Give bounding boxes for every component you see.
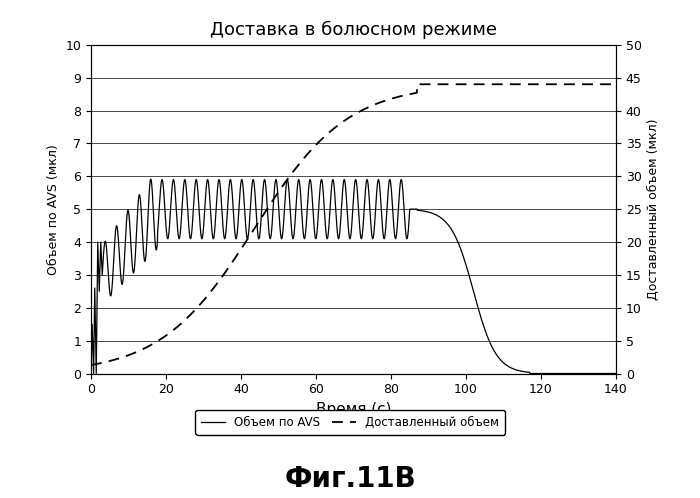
Title: Доставка в болюсном режиме: Доставка в болюсном режиме — [210, 21, 497, 39]
Доставленный объем — [299, 156, 307, 162]
Объем по AVS — [385, 180, 393, 186]
Доставленный объем — [506, 81, 514, 87]
Доставленный объем — [413, 81, 421, 87]
Y-axis label: Объем по AVS (мкл): Объем по AVS (мкл) — [47, 144, 60, 274]
Объем по AVS — [360, 203, 369, 209]
Legend: Объем по AVS, Доставленный объем: Объем по AVS, Доставленный объем — [195, 410, 505, 435]
Объем по AVS — [209, 235, 218, 241]
Доставленный объем — [497, 81, 505, 87]
Объем по AVS — [612, 371, 620, 376]
Доставленный объем — [612, 81, 620, 87]
Line: Объем по AVS: Объем по AVS — [91, 179, 616, 374]
Text: Фиг.11В: Фиг.11В — [284, 465, 416, 493]
Объем по AVS — [279, 228, 287, 234]
Объем по AVS — [87, 371, 95, 376]
Line: Доставленный объем: Доставленный объем — [91, 84, 616, 365]
X-axis label: Время (с): Время (с) — [316, 402, 391, 417]
Объем по AVS — [138, 227, 146, 233]
Доставленный объем — [141, 345, 149, 351]
Доставленный объем — [318, 136, 326, 142]
Объем по AVS — [286, 217, 295, 223]
Объем по AVS — [146, 176, 155, 182]
Y-axis label: Доставленный объем (мкл): Доставленный объем (мкл) — [648, 119, 660, 300]
Доставленный объем — [87, 362, 95, 368]
Доставленный объем — [448, 81, 456, 87]
